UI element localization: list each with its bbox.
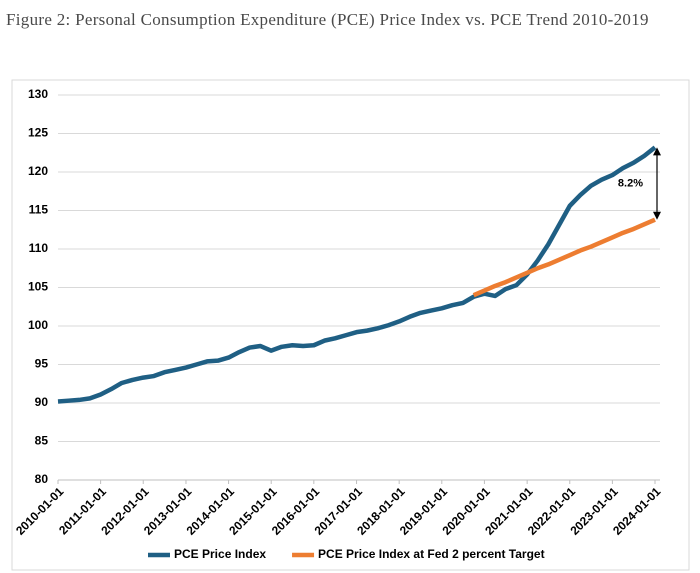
chart-frame (11, 79, 690, 571)
y-tick-label: 115 (29, 203, 49, 217)
legend-label: PCE Price Index at Fed 2 percent Target (318, 547, 545, 561)
y-tick-label: 110 (29, 241, 49, 255)
y-tick-label: 120 (28, 164, 48, 178)
y-tick-label: 85 (35, 434, 49, 448)
y-tick-label: 130 (28, 87, 48, 101)
y-tick-label: 80 (35, 472, 49, 486)
annotation: 8.2% (618, 177, 643, 189)
y-tick-label: 125 (28, 126, 48, 140)
y-tick-label: 95 (35, 357, 49, 371)
chart-title: Figure 2: Personal Consumption Expenditu… (6, 10, 649, 29)
arrow-head (653, 147, 661, 156)
series-line (472, 217, 656, 298)
series-line (57, 145, 657, 404)
legend-label: PCE Price Index (174, 547, 266, 561)
arrow-head (653, 211, 661, 220)
y-tick-label: 90 (35, 395, 49, 409)
y-tick-label: 100 (28, 318, 48, 332)
y-tick-label: 105 (28, 280, 48, 294)
